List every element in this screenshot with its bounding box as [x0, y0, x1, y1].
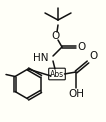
Text: O: O — [51, 31, 59, 41]
FancyBboxPatch shape — [49, 68, 65, 80]
Text: OH: OH — [68, 89, 84, 99]
Text: HN: HN — [33, 53, 48, 63]
Text: O: O — [77, 42, 85, 52]
Text: O: O — [89, 51, 97, 61]
Text: Abs: Abs — [50, 70, 64, 79]
